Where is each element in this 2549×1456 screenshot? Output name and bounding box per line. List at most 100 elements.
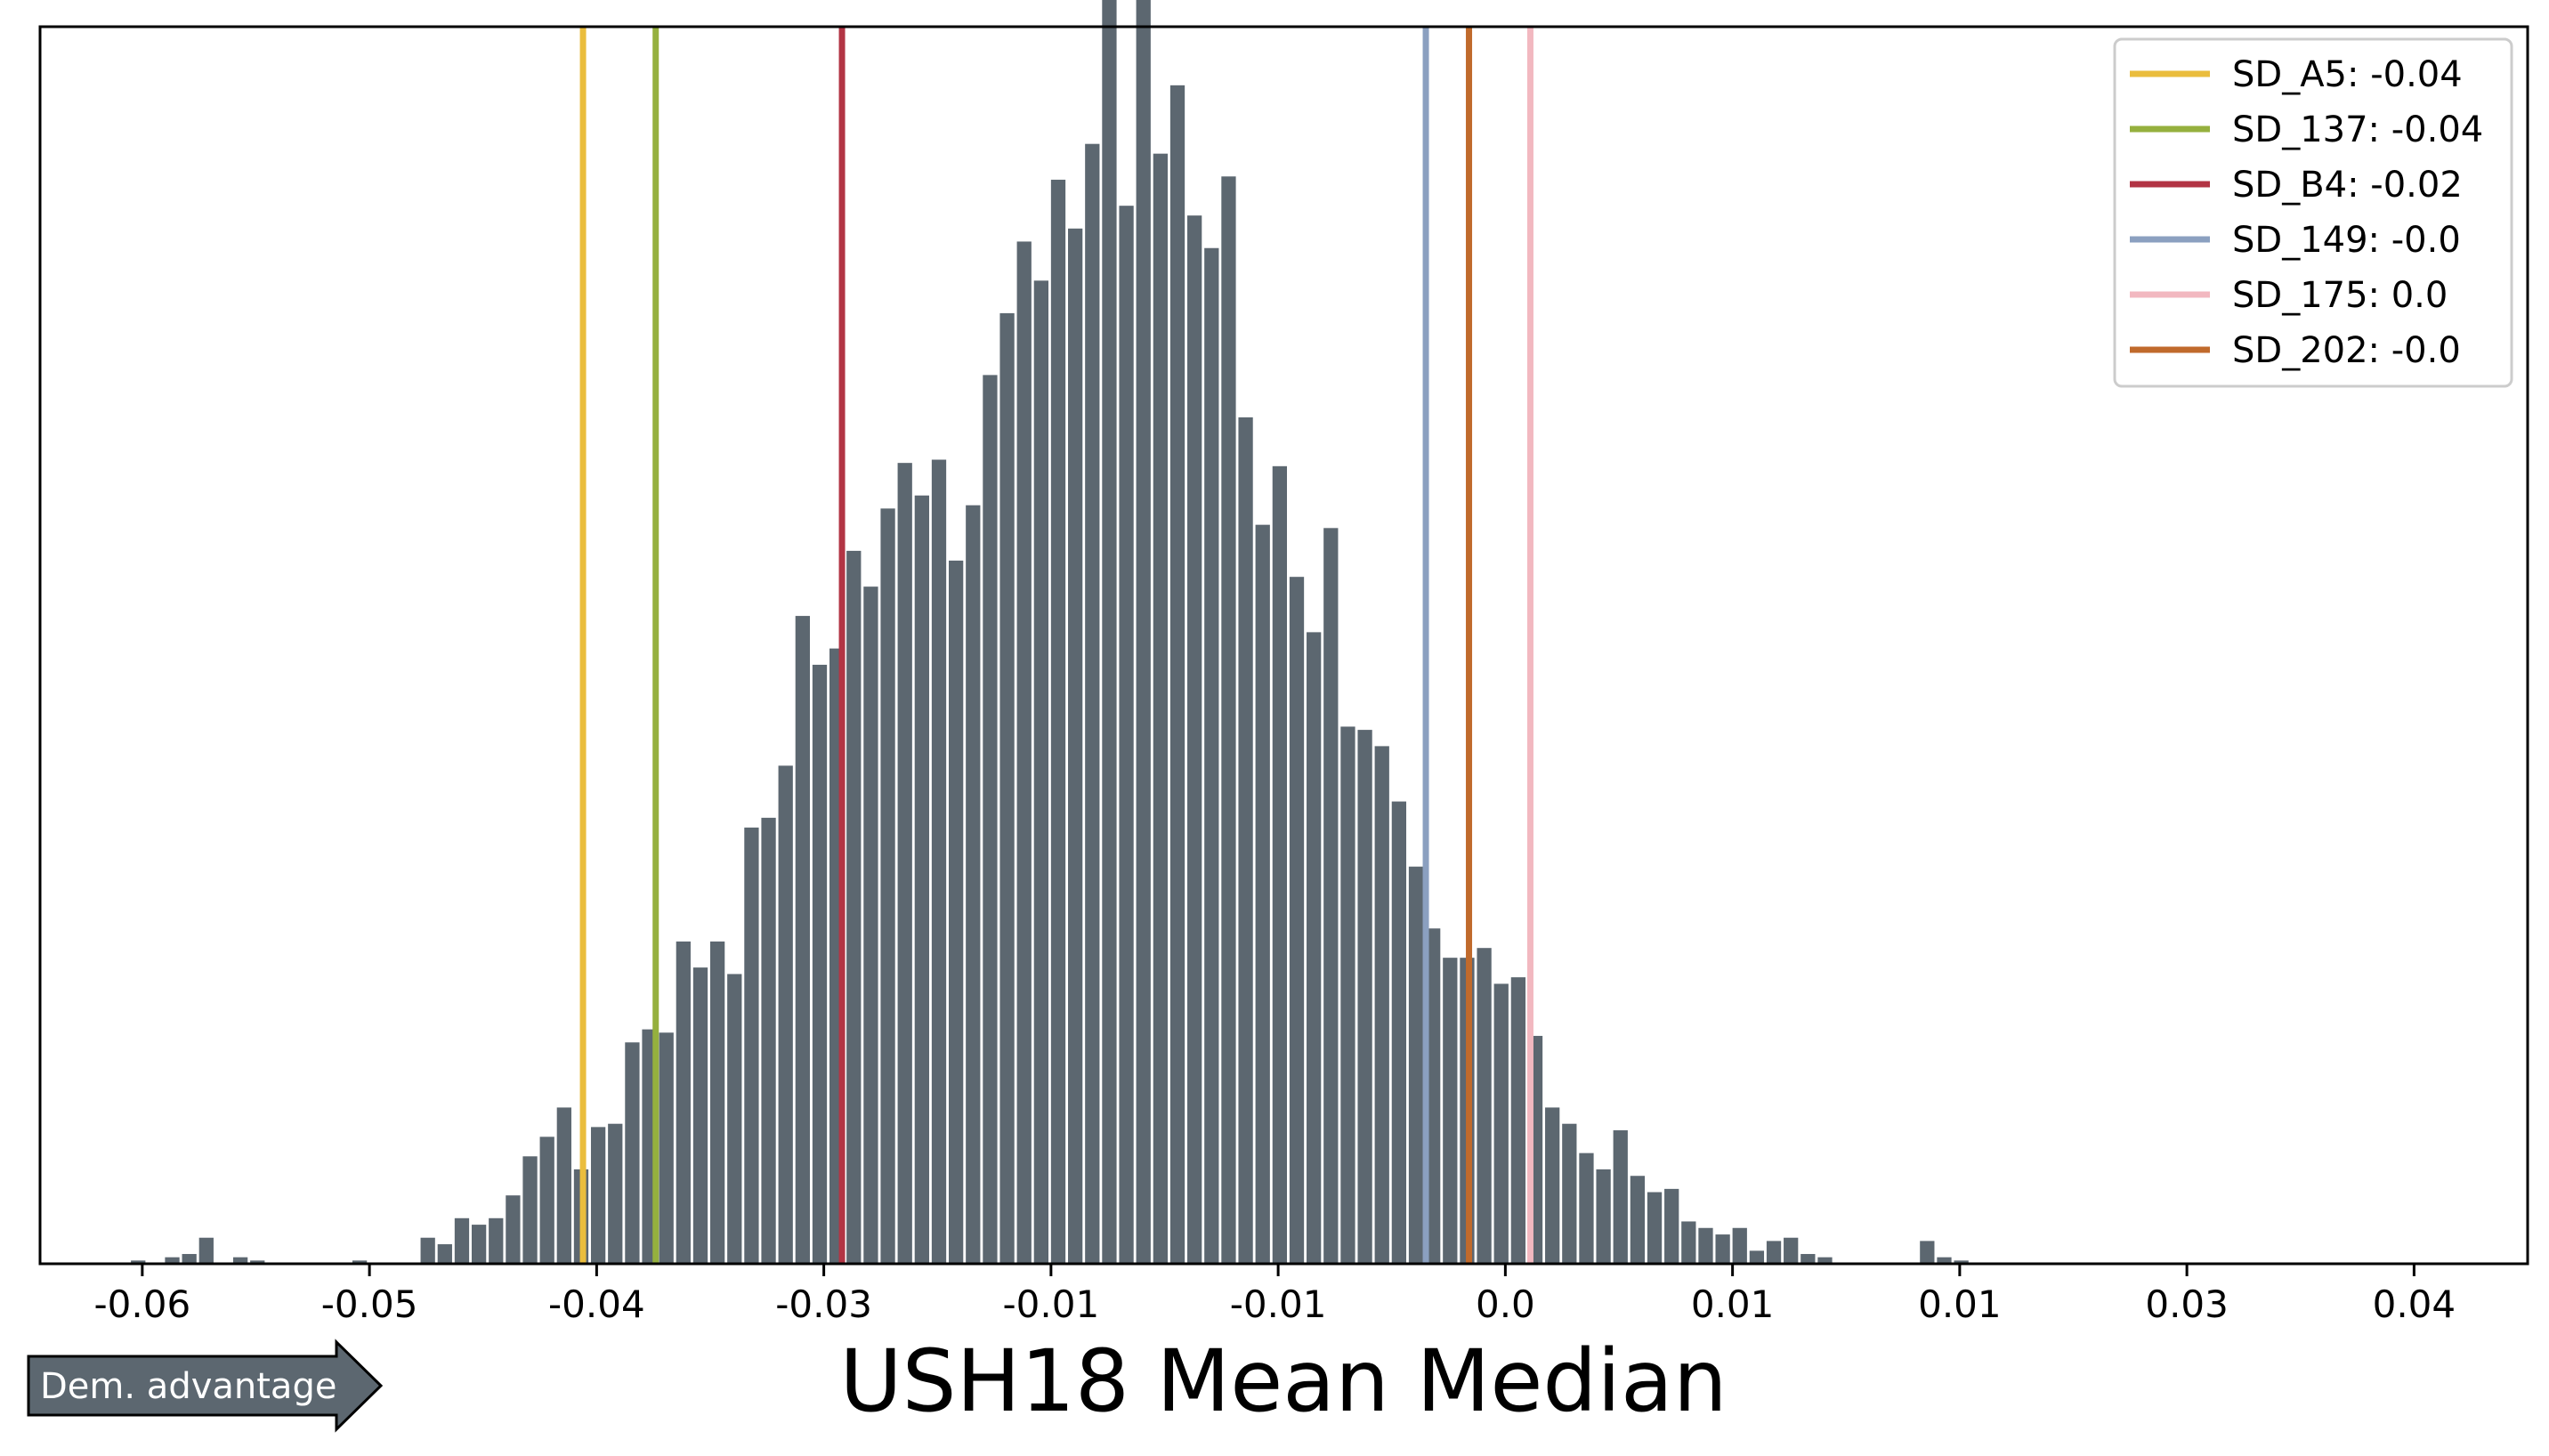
- histogram-bar: [471, 1225, 487, 1264]
- histogram-bar: [522, 1156, 538, 1264]
- histogram-bar: [1033, 280, 1048, 1264]
- histogram-bar: [1613, 1130, 1628, 1264]
- x-tick-label: 0.04: [2373, 1282, 2456, 1326]
- histogram-bar: [1596, 1169, 1611, 1264]
- histogram-bar: [1016, 241, 1032, 1265]
- histogram-bar: [1323, 528, 1339, 1264]
- legend: SD_A5: -0.04 SD_137: -0.04 SD_B4: -0.02 SD_…: [2113, 37, 2513, 388]
- histogram-bar: [1766, 1241, 1782, 1264]
- histogram-bar: [1255, 524, 1270, 1264]
- legend-label: SD_B4: -0.02: [2232, 165, 2463, 206]
- x-tick-label: 0.0: [1476, 1282, 1535, 1326]
- histogram-bar: [863, 586, 878, 1264]
- histogram-bar: [182, 1254, 197, 1264]
- histogram-bar: [1630, 1176, 1646, 1264]
- legend-label: SD_137: -0.04: [2232, 109, 2483, 150]
- x-tick-label: -0.01: [1230, 1282, 1327, 1326]
- histogram-bar: [1187, 215, 1202, 1264]
- x-tick-label: -0.06: [94, 1282, 191, 1326]
- x-tick-label: -0.01: [1003, 1282, 1100, 1326]
- histogram-bar: [1493, 983, 1509, 1264]
- histogram-bar: [1374, 746, 1389, 1264]
- histogram-bar: [1443, 958, 1458, 1264]
- histogram-bar: [880, 508, 895, 1264]
- histogram-bar: [352, 1260, 368, 1264]
- histogram-bar: [1357, 730, 1372, 1264]
- histogram-bar: [1426, 928, 1441, 1264]
- histogram-bar: [1136, 0, 1151, 1264]
- histogram-bar: [590, 1127, 606, 1264]
- histogram-bar: [846, 550, 862, 1264]
- histogram-bar: [1664, 1188, 1679, 1264]
- legend-box: [2113, 37, 2513, 388]
- histogram-bar: [983, 375, 998, 1264]
- histogram-bar: [1732, 1227, 1747, 1264]
- histogram-bar: [1477, 948, 1492, 1264]
- histogram-bar: [539, 1136, 554, 1264]
- histogram-bar: [1800, 1254, 1816, 1264]
- histogram-bar: [1068, 228, 1083, 1265]
- dem-advantage-label: Dem. advantage: [40, 1366, 336, 1407]
- legend-label: SD_149: -0.0: [2232, 220, 2461, 261]
- histogram-bar: [1920, 1241, 1935, 1264]
- x-tick-label: 0.03: [2145, 1282, 2229, 1326]
- histogram-bar: [608, 1123, 623, 1264]
- x-tick-label: -0.05: [321, 1282, 418, 1326]
- histogram-bars: [131, 0, 1969, 1265]
- histogram-bar: [709, 941, 725, 1264]
- histogram-bar: [1119, 206, 1134, 1264]
- histogram-bar: [625, 1042, 640, 1264]
- histogram-bar: [931, 459, 947, 1264]
- histogram-bar: [999, 312, 1015, 1264]
- histogram-bar: [744, 827, 759, 1264]
- histogram-bar: [692, 967, 708, 1264]
- histogram-bar: [1647, 1192, 1663, 1264]
- histogram-bar: [1272, 465, 1288, 1264]
- histogram-bar: [1340, 726, 1355, 1264]
- histogram-bar: [966, 505, 981, 1264]
- histogram-bar: [1681, 1221, 1696, 1264]
- histogram-bar: [1954, 1260, 1969, 1264]
- histogram-bar: [1050, 179, 1066, 1265]
- histogram-bar: [1153, 153, 1169, 1264]
- histogram-bar: [1238, 417, 1253, 1264]
- x-axis: -0.06 -0.05 -0.04 -0.03 -0.01 -0.01 0.0 0.01 0.0…: [94, 1264, 2456, 1326]
- histogram-bar: [1307, 632, 1322, 1264]
- histogram-bar: [232, 1257, 248, 1264]
- histogram-bar: [1289, 577, 1305, 1264]
- histogram-bar: [506, 1195, 521, 1264]
- histogram-bar: [1221, 176, 1236, 1264]
- x-tick-label: 0.01: [1918, 1282, 2002, 1326]
- histogram-bar: [556, 1107, 571, 1264]
- histogram-bar: [131, 1260, 146, 1264]
- histogram-bar: [1204, 247, 1219, 1265]
- histogram-bar: [1937, 1257, 1952, 1264]
- histogram-bar: [778, 765, 793, 1264]
- histogram-bar: [454, 1217, 470, 1264]
- legend-label: SD_175: 0.0: [2232, 275, 2448, 316]
- histogram-bar: [812, 664, 828, 1264]
- district-plan-lines: [579, 27, 1533, 1264]
- x-tick-label: 0.01: [1691, 1282, 1775, 1326]
- legend-label: SD_A5: -0.04: [2232, 54, 2463, 95]
- histogram-bar: [1715, 1234, 1730, 1264]
- histogram-bar: [1784, 1237, 1799, 1264]
- histogram-bar: [198, 1237, 214, 1264]
- histogram-bar: [659, 1032, 674, 1264]
- histogram-bar: [1169, 85, 1185, 1265]
- histogram-bar: [1408, 866, 1424, 1264]
- plot-frame: [38, 25, 2529, 1266]
- histogram-bar: [437, 1244, 452, 1264]
- histogram-bar: [949, 560, 964, 1264]
- histogram-bar: [1698, 1227, 1713, 1264]
- histogram-bar: [250, 1260, 265, 1264]
- legend-label: SD_202: -0.0: [2232, 330, 2461, 371]
- x-axis-title: USH18 Mean Median: [839, 1331, 1727, 1431]
- histogram-bar: [1749, 1250, 1765, 1264]
- dem-advantage-arrow: Dem. advantage: [27, 1339, 384, 1433]
- histogram-bar: [795, 616, 810, 1264]
- right-arrow-icon: [27, 1339, 384, 1433]
- histogram-bar: [420, 1237, 435, 1264]
- histogram-bar: [1085, 143, 1100, 1264]
- x-tick-label: -0.03: [775, 1282, 872, 1326]
